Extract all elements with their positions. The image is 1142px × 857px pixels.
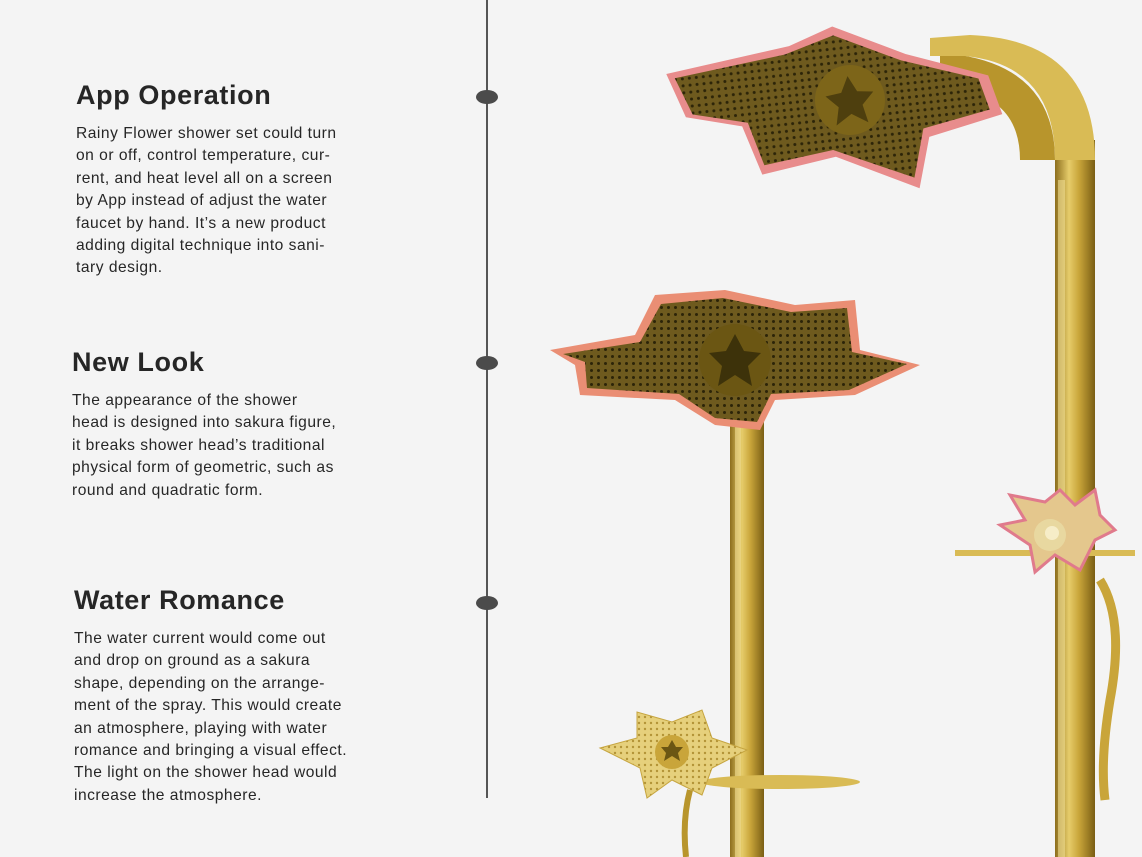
section-app-operation: App Operation Rainy Flower shower set co… xyxy=(76,80,476,280)
section-title: Water Romance xyxy=(74,585,285,615)
timeline-dot-app-operation xyxy=(476,90,498,104)
section-body: Rainy Flower shower set could turn on or… xyxy=(76,125,337,277)
timeline-dot-new-look xyxy=(476,356,498,370)
timeline-dot-water-romance xyxy=(476,596,498,610)
hand-shower-flower-bottom xyxy=(598,709,860,799)
section-title: New Look xyxy=(72,347,205,377)
tall-shower-pipe xyxy=(930,35,1095,857)
hand-shower-flower-right xyxy=(955,487,1135,575)
top-flower-shower-head xyxy=(666,26,1003,189)
timeline-line xyxy=(486,0,488,798)
middle-flower-shower-head xyxy=(550,290,920,430)
section-water-romance: Water Romance The water current would co… xyxy=(74,585,474,807)
section-body: The water current would come out and dro… xyxy=(74,630,348,804)
shower-illustration xyxy=(550,26,1135,857)
section-new-look: New Look The appearance of the shower he… xyxy=(72,347,472,502)
section-title: App Operation xyxy=(76,80,272,110)
section-body: The appearance of the shower head is des… xyxy=(72,392,337,499)
